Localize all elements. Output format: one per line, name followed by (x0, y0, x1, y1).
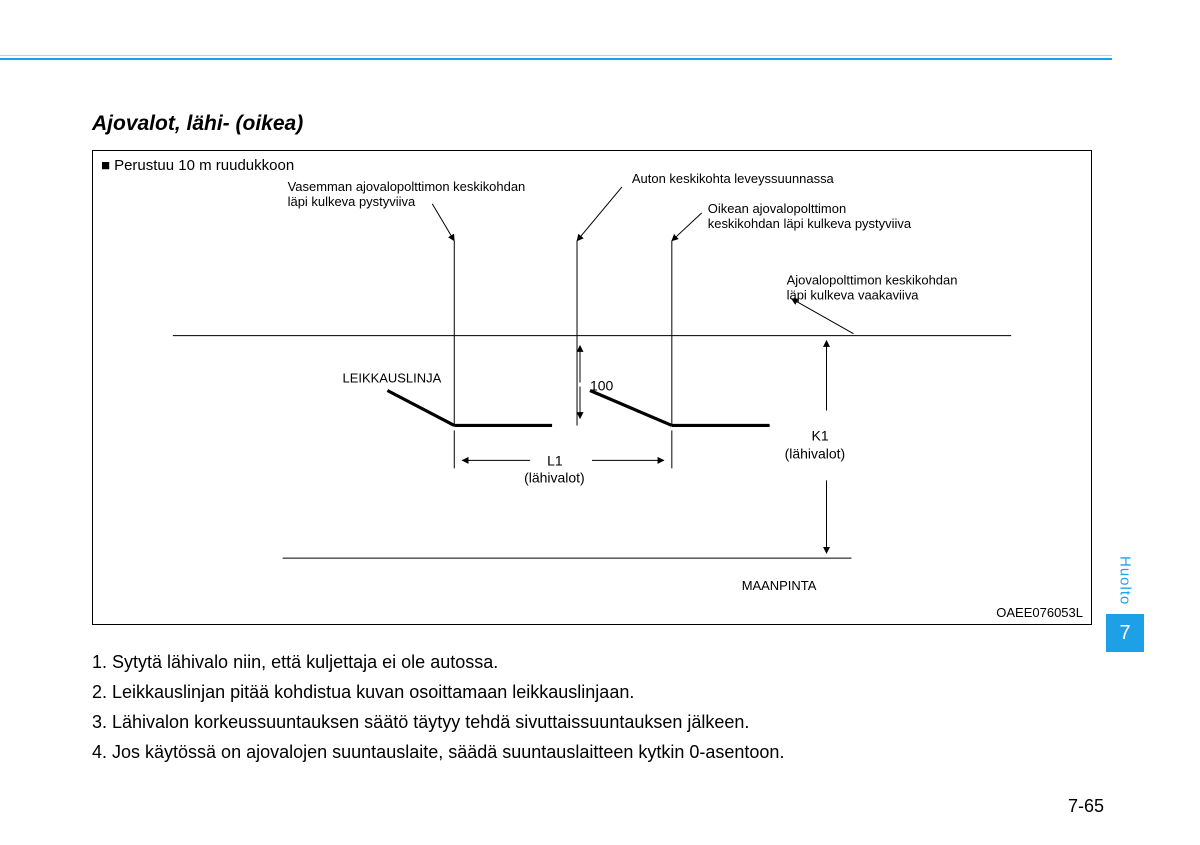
list-item: 4. Jos käytössä on ajovalojen suuntausla… (92, 739, 1092, 767)
right-bulb-label: Oikean ajovalopolttimon keskikohdan läpi… (708, 201, 912, 231)
list-item: 1. Sytytä lähivalo niin, että kuljettaja… (92, 649, 1092, 677)
dim-100: 100 (590, 378, 614, 394)
l1-label: L1 (547, 452, 563, 468)
list-item: 2. Leikkauslinjan pitää kohdistua kuvan … (92, 679, 1092, 707)
figure-code: OAEE076053L (996, 605, 1083, 620)
horiz-line-label: Ajovalopolttimon keskikohdan läpi kulkev… (787, 273, 961, 303)
car-center-label: Auton keskikohta leveyssuunnassa (632, 171, 835, 186)
figure: ■Perustuu 10 m ruudukkoon (92, 150, 1092, 625)
l1-sub: (lähivalot) (524, 469, 585, 485)
diagram-svg: 100 L1 (lähivalot) K1 (lähivalot) Vasemm… (93, 151, 1091, 625)
list-item: 3. Lähivalon korkeussuuntauksen säätö tä… (92, 709, 1092, 737)
section-title: Ajovalot, lähi- (oikea) (92, 112, 1092, 136)
page-number: 7-65 (1068, 796, 1104, 817)
side-tab-label: Huolto (1117, 556, 1134, 605)
cutline-label: LEIKKAUSLINJA (342, 371, 441, 386)
left-bulb-label: Vasemman ajovalopolttimon keskikohdan lä… (288, 179, 529, 209)
instruction-list: 1. Sytytä lähivalo niin, että kuljettaja… (92, 649, 1092, 767)
k1-sub: (lähivalot) (785, 445, 846, 461)
k1-label: K1 (812, 427, 829, 443)
side-tab-number: 7 (1106, 614, 1144, 652)
ground-label: MAANPINTA (742, 578, 817, 593)
side-tab: Huolto 7 (1106, 556, 1144, 652)
